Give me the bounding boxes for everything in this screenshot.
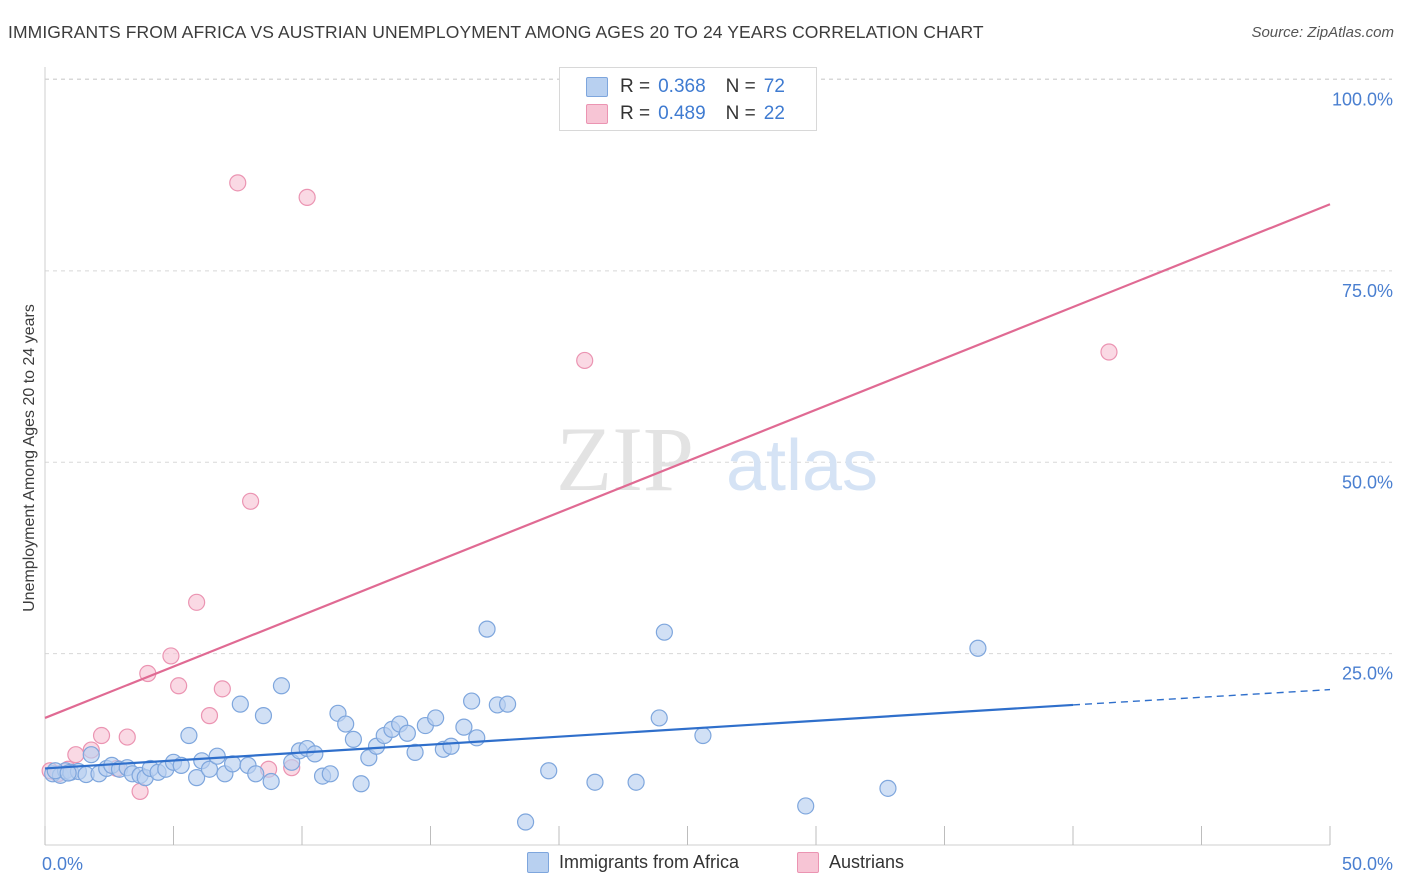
immigrants-from-africa-point-6	[82, 746, 100, 764]
legend-swatch-pink	[797, 852, 819, 873]
immigrants-from-africa-point-38	[321, 765, 339, 783]
immigrants-from-africa-point-42	[352, 775, 370, 793]
immigrants-from-africa-point-49	[406, 743, 424, 761]
n-value-blue: 72	[763, 76, 785, 97]
immigrants-from-africa-point-60	[516, 813, 535, 831]
immigrants-from-africa-point-23	[200, 760, 219, 778]
legend-label-austrians: Austrians	[829, 852, 905, 872]
legend-item-immigrants-from-africa[interactable]: Immigrants from Africa	[527, 852, 739, 873]
austrians-point-7	[118, 728, 136, 746]
x-tick-label-min: 0.0%	[42, 854, 83, 874]
austrians-point-12	[188, 593, 206, 611]
immigrants-from-africa-point-20	[180, 726, 198, 745]
source-label: Source: ZipAtlas.com	[1251, 24, 1394, 41]
immigrants-from-africa-point-19	[172, 756, 190, 774]
austrians-point-3	[67, 746, 85, 764]
immigrants-from-africa-point-56	[468, 729, 486, 747]
immigrants-from-africa-point-69	[969, 639, 987, 657]
watermark-zip: ZIP	[556, 408, 694, 510]
y-tick-label-50: 50.0%	[1342, 472, 1393, 492]
r-value-blue: 0.368	[658, 76, 706, 97]
stats-legend: R = 0.368 N = 72 R = 0.489 N = 22	[559, 67, 817, 131]
austrians-point-15	[229, 174, 247, 192]
immigrants-from-africa-point-68	[879, 779, 897, 797]
immigrants-from-africa-point-54	[455, 718, 473, 736]
immigrants-from-africa-point-67	[797, 797, 815, 815]
y-tick-label-25: 25.0%	[1342, 664, 1393, 684]
n-label: N =	[725, 76, 756, 97]
legend-swatch-blue	[527, 852, 549, 873]
immigrants-from-africa-point-62	[586, 773, 604, 791]
chart-title: IMMIGRANTS FROM AFRICA VS AUSTRIAN UNEMP…	[8, 22, 984, 42]
trend-line-immigrants-from-africa	[44, 703, 1074, 770]
immigrants-from-africa-point-71	[59, 764, 77, 782]
stats-swatch-blue	[586, 77, 608, 97]
trend-line-immigrants-extension	[1072, 688, 1331, 706]
austrians-point-5	[92, 726, 111, 745]
stats-swatch-pink	[586, 104, 608, 124]
immigrants-from-africa-point-61	[540, 762, 558, 780]
austrians-point-20	[576, 351, 594, 370]
austrians-point-14	[213, 680, 231, 698]
r-label: R =	[620, 76, 651, 97]
watermark-atlas: atlas	[726, 426, 878, 506]
n-label: N =	[725, 103, 756, 124]
austrians-point-21	[1100, 343, 1118, 361]
r-label: R =	[620, 103, 651, 124]
immigrants-from-africa-point-24	[208, 747, 226, 765]
austrians-point-16	[242, 492, 260, 510]
immigrants-from-africa-point-64	[650, 709, 668, 727]
series-legend: Immigrants from Africa Austrians	[0, 852, 1406, 878]
immigrants-from-africa-point-27	[231, 695, 249, 713]
legend-item-austrians[interactable]: Austrians	[797, 852, 904, 873]
immigrants-from-africa-point-31	[262, 772, 280, 791]
stats-legend-row-blue: R = 0.368 N = 72	[586, 75, 785, 99]
n-value-pink: 22	[763, 103, 785, 124]
immigrants-from-africa-point-41	[344, 730, 362, 748]
immigrants-from-africa-point-59	[499, 695, 517, 713]
stats-legend-row-pink: R = 0.489 N = 22	[586, 102, 785, 126]
immigrants-from-africa-point-51	[427, 709, 445, 727]
trend-line-austrians	[44, 203, 1331, 719]
austrians-point-10	[162, 647, 180, 665]
y-tick-label-75: 75.0%	[1342, 281, 1393, 301]
immigrants-from-africa-point-40	[337, 715, 355, 733]
legend-label-immigrants-from-africa: Immigrants from Africa	[559, 852, 740, 872]
immigrants-from-africa-point-36	[306, 745, 324, 763]
y-tick-label-100: 100.0%	[1332, 90, 1393, 110]
immigrants-from-africa-point-55	[463, 692, 481, 710]
immigrants-from-africa-point-66	[694, 726, 712, 745]
austrians-point-19	[298, 188, 316, 206]
immigrants-from-africa-point-63	[627, 773, 645, 791]
austrians-point-11	[170, 677, 188, 695]
immigrants-from-africa-point-57	[478, 620, 496, 638]
immigrants-from-africa-point-32	[272, 677, 291, 695]
x-tick-label-max: 50.0%	[1342, 854, 1393, 874]
immigrants-from-africa-point-30	[254, 707, 273, 725]
immigrants-from-africa-point-53	[442, 737, 460, 755]
austrians-point-13	[200, 707, 219, 725]
immigrants-from-africa-point-21	[188, 769, 206, 787]
immigrants-from-africa-point-48	[398, 724, 416, 742]
r-value-pink: 0.489	[658, 103, 706, 124]
immigrants-from-africa-point-29	[247, 765, 265, 783]
immigrants-from-africa-point-65	[655, 623, 673, 641]
